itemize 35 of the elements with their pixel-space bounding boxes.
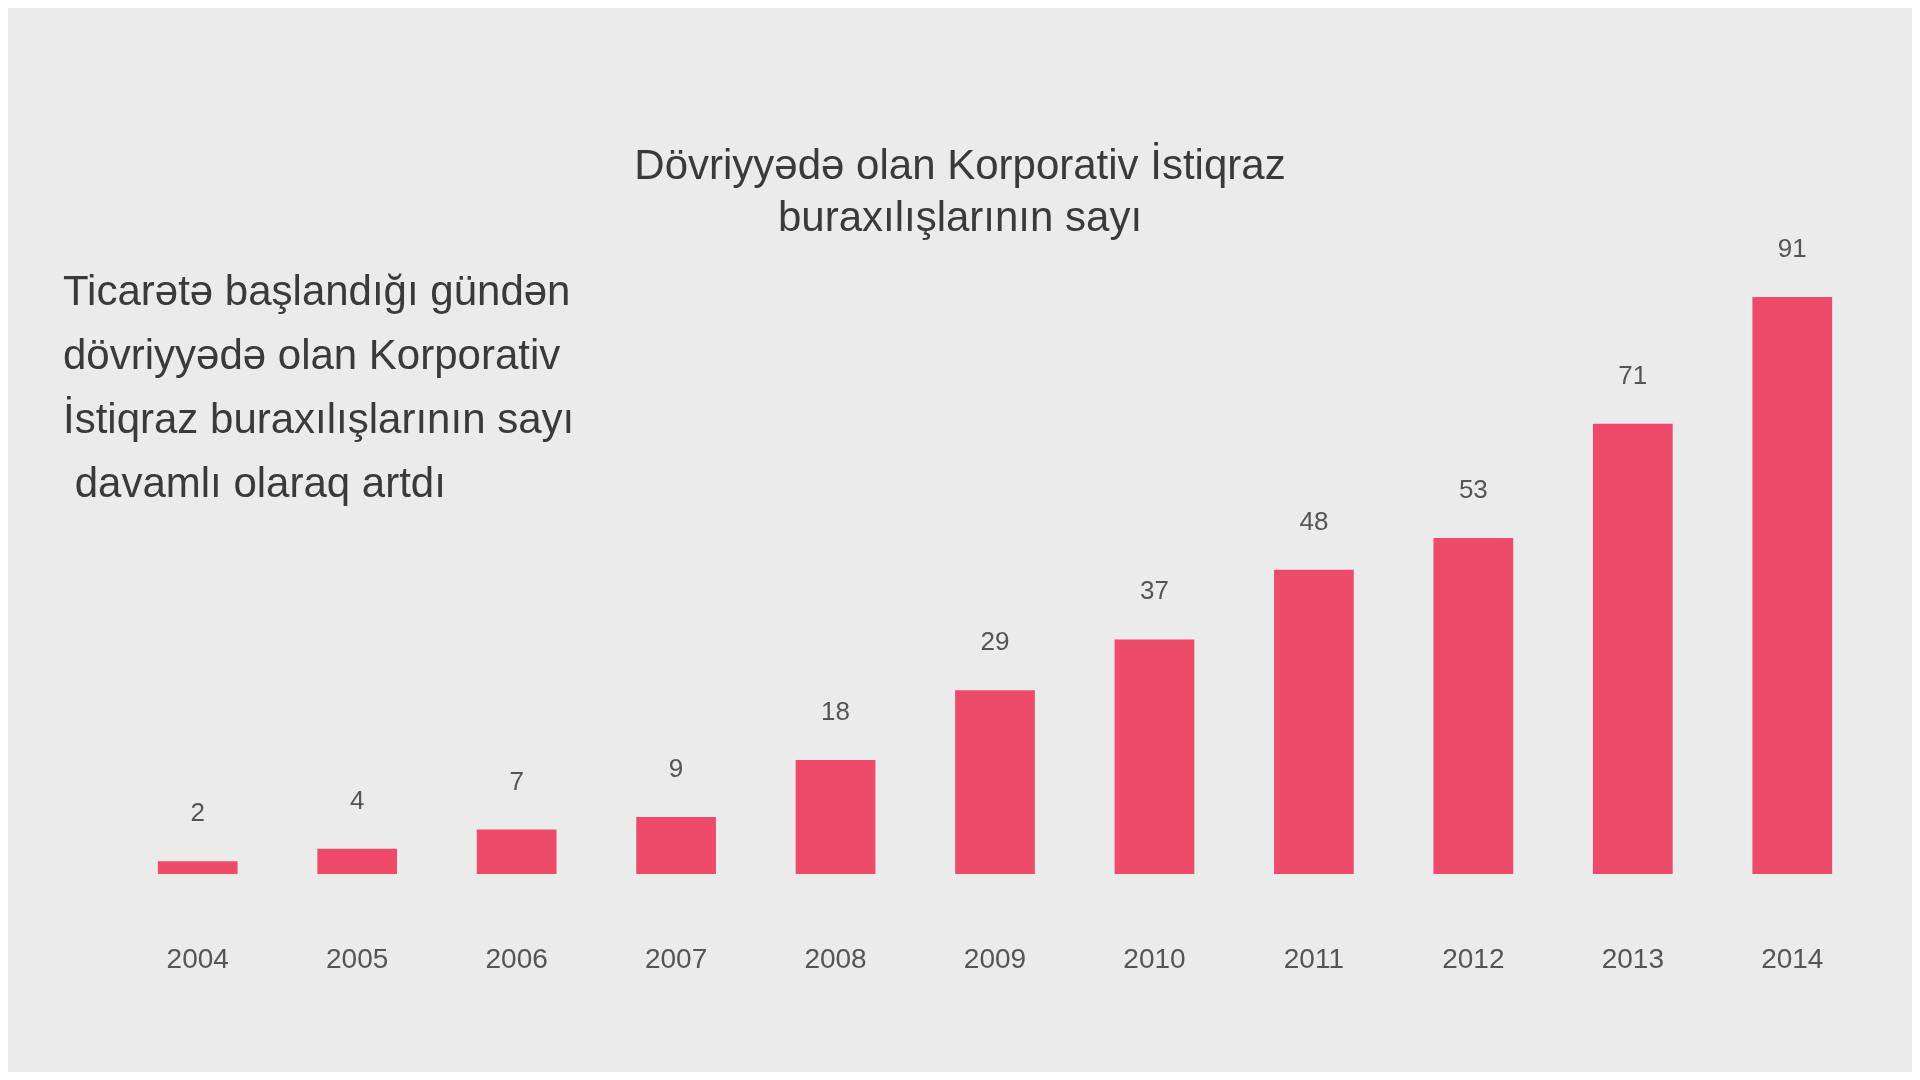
data-label: 9 [668, 752, 684, 783]
bar [795, 759, 876, 874]
data-label: 4 [349, 784, 365, 815]
bar [1752, 297, 1833, 874]
data-label: 7 [509, 765, 524, 796]
bar [1114, 639, 1195, 874]
x-tick-label: 2008 [804, 942, 867, 974]
data-label: 48 [1299, 505, 1329, 536]
data-label: 29 [980, 626, 1010, 657]
x-tick-label: 2013 [1601, 942, 1664, 974]
data-label: 53 [1458, 473, 1488, 504]
data-label: 18 [821, 695, 851, 726]
x-tick-label: 2006 [485, 942, 548, 974]
bar [1274, 569, 1354, 874]
bar [1433, 537, 1514, 874]
data-label: 37 [1139, 575, 1169, 606]
bar [636, 816, 716, 874]
x-tick-label: 2005 [326, 942, 389, 974]
x-tick-label: 2014 [1761, 942, 1824, 974]
x-tick-label: 2007 [644, 942, 708, 974]
data-label: 2 [190, 797, 205, 828]
x-tick-label: 2009 [963, 942, 1027, 974]
bar [157, 861, 238, 874]
bar [1592, 423, 1673, 874]
bar [476, 829, 557, 874]
data-label: 91 [1777, 233, 1807, 264]
x-tick-label: 2004 [166, 942, 229, 974]
annotation: Ticarətə başlandığı gündən dövriyyədə olan Korporativ İstiqraz buraxılışlarının sayı davamlı olaraq artdı [63, 266, 583, 506]
bar [955, 690, 1035, 874]
x-tick-label: 2010 [1123, 942, 1186, 974]
data-label: 71 [1618, 359, 1648, 390]
bar [317, 848, 398, 874]
x-tick-label: 2012 [1442, 942, 1505, 974]
x-tick-label: 2011 [1283, 942, 1345, 974]
chart-title: Dövriyyədə olan Korporativ İstiqraz buraxılışlarının sayı [634, 140, 1286, 240]
